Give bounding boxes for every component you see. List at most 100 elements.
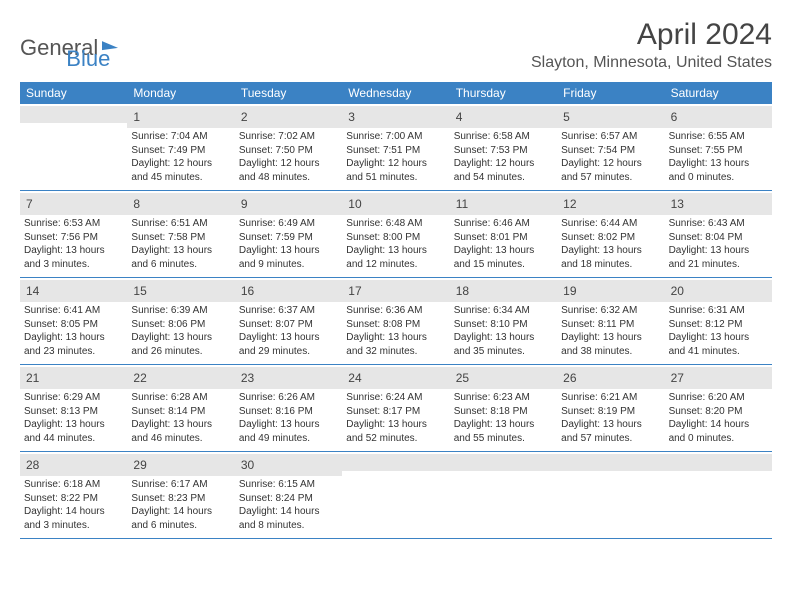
sunrise-line: Sunrise: 6:26 AM bbox=[239, 391, 338, 405]
daylight-line: Daylight: 14 hours and 3 minutes. bbox=[24, 505, 123, 532]
day-info: Sunrise: 6:24 AMSunset: 8:17 PMDaylight:… bbox=[346, 391, 445, 445]
sunset-line: Sunset: 8:12 PM bbox=[669, 318, 768, 332]
day-number: 14 bbox=[26, 284, 39, 298]
day-number-bar: 17 bbox=[342, 280, 449, 302]
sunrise-line: Sunrise: 6:39 AM bbox=[131, 304, 230, 318]
day-number-bar: 19 bbox=[557, 280, 664, 302]
day-cell: 9 Sunrise: 6:49 AMSunset: 7:59 PMDaylight… bbox=[235, 191, 342, 277]
day-info: Sunrise: 6:34 AMSunset: 8:10 PMDaylight:… bbox=[454, 304, 553, 358]
day-number-bar: 21 bbox=[20, 367, 127, 389]
daylight-line: Daylight: 12 hours and 48 minutes. bbox=[239, 157, 338, 184]
weekday-header: Tuesday bbox=[235, 82, 342, 104]
weekday-header: Saturday bbox=[665, 82, 772, 104]
day-cell bbox=[665, 452, 772, 538]
daylight-line: Daylight: 13 hours and 44 minutes. bbox=[24, 418, 123, 445]
day-number-bar: 29 bbox=[127, 454, 234, 476]
sunrise-line: Sunrise: 6:48 AM bbox=[346, 217, 445, 231]
day-info: Sunrise: 6:53 AMSunset: 7:56 PMDaylight:… bbox=[24, 217, 123, 271]
day-number: 4 bbox=[456, 110, 463, 124]
day-info: Sunrise: 6:46 AMSunset: 8:01 PMDaylight:… bbox=[454, 217, 553, 271]
daylight-line: Daylight: 13 hours and 9 minutes. bbox=[239, 244, 338, 271]
day-cell: 14Sunrise: 6:41 AMSunset: 8:05 PMDayligh… bbox=[20, 278, 127, 364]
day-info: Sunrise: 6:48 AMSunset: 8:00 PMDaylight:… bbox=[346, 217, 445, 271]
day-info: Sunrise: 6:32 AMSunset: 8:11 PMDaylight:… bbox=[561, 304, 660, 358]
daylight-line: Daylight: 14 hours and 8 minutes. bbox=[239, 505, 338, 532]
day-cell: 29Sunrise: 6:17 AMSunset: 8:23 PMDayligh… bbox=[127, 452, 234, 538]
header: General Blue April 2024 Slayton, Minneso… bbox=[20, 18, 772, 72]
day-number-bar: 2 bbox=[235, 106, 342, 128]
day-number-bar: 4 bbox=[450, 106, 557, 128]
day-info: Sunrise: 6:28 AMSunset: 8:14 PMDaylight:… bbox=[131, 391, 230, 445]
sunset-line: Sunset: 8:24 PM bbox=[239, 492, 338, 506]
daylight-line: Daylight: 13 hours and 49 minutes. bbox=[239, 418, 338, 445]
day-cell: 30Sunrise: 6:15 AMSunset: 8:24 PMDayligh… bbox=[235, 452, 342, 538]
daylight-line: Daylight: 12 hours and 57 minutes. bbox=[561, 157, 660, 184]
day-cell: 4Sunrise: 6:58 AMSunset: 7:53 PMDaylight… bbox=[450, 104, 557, 190]
sunrise-line: Sunrise: 6:43 AM bbox=[669, 217, 768, 231]
sunset-line: Sunset: 8:16 PM bbox=[239, 405, 338, 419]
daylight-line: Daylight: 12 hours and 54 minutes. bbox=[454, 157, 553, 184]
day-number-bar: 24 bbox=[342, 367, 449, 389]
day-number: 3 bbox=[348, 110, 355, 124]
sunset-line: Sunset: 8:08 PM bbox=[346, 318, 445, 332]
day-cell: 24Sunrise: 6:24 AMSunset: 8:17 PMDayligh… bbox=[342, 365, 449, 451]
day-number-bar: 1 bbox=[127, 106, 234, 128]
day-info: Sunrise: 6:37 AMSunset: 8:07 PMDaylight:… bbox=[239, 304, 338, 358]
day-number: 21 bbox=[26, 371, 39, 385]
day-cell bbox=[20, 104, 127, 190]
daylight-line: Daylight: 13 hours and 38 minutes. bbox=[561, 331, 660, 358]
day-number: 23 bbox=[241, 371, 254, 385]
daylight-line: Daylight: 13 hours and 6 minutes. bbox=[131, 244, 230, 271]
sunset-line: Sunset: 7:55 PM bbox=[669, 144, 768, 158]
empty-day-bar bbox=[557, 454, 664, 471]
sunrise-line: Sunrise: 6:58 AM bbox=[454, 130, 553, 144]
day-cell: 12Sunrise: 6:44 AMSunset: 8:02 PMDayligh… bbox=[557, 191, 664, 277]
day-number: 15 bbox=[133, 284, 146, 298]
day-number-bar: 18 bbox=[450, 280, 557, 302]
sunrise-line: Sunrise: 6:46 AM bbox=[454, 217, 553, 231]
day-number: 17 bbox=[348, 284, 361, 298]
sunrise-line: Sunrise: 6:17 AM bbox=[131, 478, 230, 492]
sunrise-line: Sunrise: 6:29 AM bbox=[24, 391, 123, 405]
empty-day-bar bbox=[665, 454, 772, 471]
day-cell: 11Sunrise: 6:46 AMSunset: 8:01 PMDayligh… bbox=[450, 191, 557, 277]
sunrise-line: Sunrise: 6:55 AM bbox=[669, 130, 768, 144]
day-cell: 8Sunrise: 6:51 AMSunset: 7:58 PMDaylight… bbox=[127, 191, 234, 277]
day-number: 9 bbox=[241, 197, 248, 211]
sunrise-line: Sunrise: 6:24 AM bbox=[346, 391, 445, 405]
day-cell: 20Sunrise: 6:31 AMSunset: 8:12 PMDayligh… bbox=[665, 278, 772, 364]
daylight-line: Daylight: 13 hours and 41 minutes. bbox=[669, 331, 768, 358]
day-number-bar: 3 bbox=[342, 106, 449, 128]
day-info: Sunrise: 6:49 AMSunset: 7:59 PMDaylight:… bbox=[239, 217, 338, 271]
day-cell: 23 Sunrise: 6:26 AMSunset: 8:16 PMDayligh… bbox=[235, 365, 342, 451]
sunset-line: Sunset: 7:50 PM bbox=[239, 144, 338, 158]
weekday-header-row: SundayMondayTuesdayWednesdayThursdayFrid… bbox=[20, 82, 772, 104]
daylight-line: Daylight: 13 hours and 3 minutes. bbox=[24, 244, 123, 271]
sunrise-line: Sunrise: 6:41 AM bbox=[24, 304, 123, 318]
weekday-header: Wednesday bbox=[342, 82, 449, 104]
day-cell: 13Sunrise: 6:43 AMSunset: 8:04 PMDayligh… bbox=[665, 191, 772, 277]
sunset-line: Sunset: 7:51 PM bbox=[346, 144, 445, 158]
day-number-bar: 6 bbox=[665, 106, 772, 128]
day-info: Sunrise: 6:43 AMSunset: 8:04 PMDaylight:… bbox=[669, 217, 768, 271]
day-number-bar: 20 bbox=[665, 280, 772, 302]
day-cell bbox=[342, 452, 449, 538]
daylight-line: Daylight: 13 hours and 0 minutes. bbox=[669, 157, 768, 184]
day-number-bar: 26 bbox=[557, 367, 664, 389]
day-cell: 22Sunrise: 6:28 AMSunset: 8:14 PMDayligh… bbox=[127, 365, 234, 451]
day-number: 8 bbox=[133, 197, 140, 211]
daylight-line: Daylight: 13 hours and 15 minutes. bbox=[454, 244, 553, 271]
sunset-line: Sunset: 8:13 PM bbox=[24, 405, 123, 419]
sunrise-line: Sunrise: 6:37 AM bbox=[239, 304, 338, 318]
day-number: 2 bbox=[241, 110, 248, 124]
day-info: Sunrise: 6:31 AMSunset: 8:12 PMDaylight:… bbox=[669, 304, 768, 358]
day-number: 12 bbox=[563, 197, 576, 211]
day-number-bar: 11 bbox=[450, 193, 557, 215]
day-number: 1 bbox=[133, 110, 140, 124]
day-cell: 28Sunrise: 6:18 AMSunset: 8:22 PMDayligh… bbox=[20, 452, 127, 538]
daylight-line: Daylight: 12 hours and 45 minutes. bbox=[131, 157, 230, 184]
day-cell bbox=[557, 452, 664, 538]
sunrise-line: Sunrise: 7:04 AM bbox=[131, 130, 230, 144]
day-info: Sunrise: 6:36 AMSunset: 8:08 PMDaylight:… bbox=[346, 304, 445, 358]
daylight-line: Daylight: 13 hours and 23 minutes. bbox=[24, 331, 123, 358]
